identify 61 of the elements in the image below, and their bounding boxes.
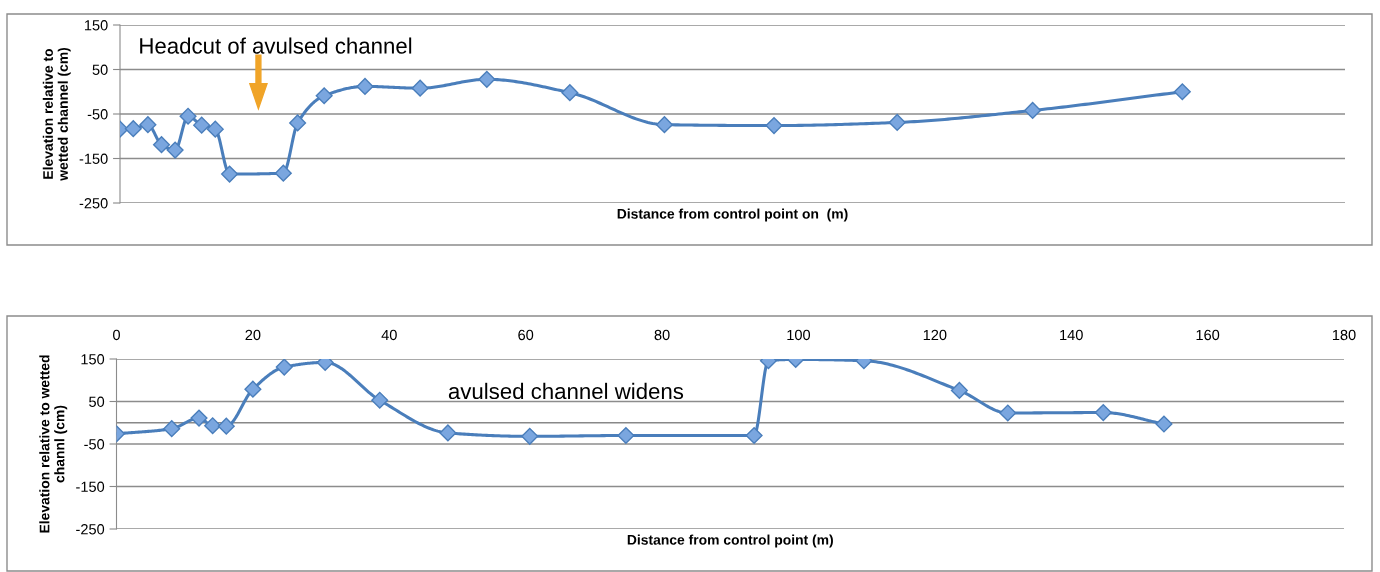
point: [999, 404, 1017, 422]
point: [139, 116, 157, 134]
point: [206, 120, 224, 138]
point: [221, 165, 239, 183]
point: [217, 417, 235, 435]
point: [179, 107, 197, 125]
point: [163, 420, 181, 438]
point: [745, 426, 763, 445]
point: [950, 381, 968, 400]
y-tick-label: -250: [79, 198, 108, 209]
point: [888, 113, 906, 132]
point: [204, 417, 222, 435]
x-tick-label: 40: [381, 329, 397, 341]
point: [193, 116, 211, 134]
y-axis-title: Elevation relative to wetted channel (cm): [42, 47, 71, 181]
x-axis-title: Distance from control point on (m): [617, 208, 848, 222]
x-tick-label: 180: [1332, 329, 1356, 341]
y-tick-label: 50: [92, 64, 108, 75]
point: [617, 426, 635, 445]
x-tick-label: 0: [113, 329, 120, 341]
x-tick-label: 100: [787, 329, 811, 341]
point: [166, 141, 184, 159]
point: [1024, 101, 1042, 119]
point: [1094, 403, 1112, 422]
point: [371, 391, 389, 409]
y-tick-label: 50: [89, 396, 105, 407]
x-tick-label: 120: [923, 329, 947, 341]
x-tick-label: 20: [245, 329, 261, 341]
point: [289, 114, 307, 132]
point: [152, 136, 171, 154]
point: [1173, 83, 1191, 101]
point: [244, 380, 262, 398]
point: [439, 424, 457, 442]
point: [765, 117, 783, 135]
y-tick-label: -50: [87, 109, 108, 120]
x-tick-label: 80: [654, 329, 670, 341]
x-tick-label: 60: [518, 329, 534, 341]
annotation: Headcut of avulsed channel: [140, 37, 412, 54]
x-tick-label: 140: [1060, 329, 1083, 341]
annotation: avulsed channel widens: [448, 382, 684, 400]
point: [274, 164, 292, 182]
point: [478, 70, 496, 88]
point: [275, 359, 293, 376]
point: [561, 84, 579, 102]
y-tick-label: 150: [81, 354, 105, 365]
x-axis-title: Distance from control point (m): [627, 534, 833, 548]
y-tick-label: 150: [84, 20, 108, 31]
point: [411, 79, 429, 97]
y-axis-title: Elevation relative to wetted channl (cm): [39, 355, 68, 533]
point: [315, 87, 333, 105]
point: [124, 120, 142, 138]
y-tick-label: -250: [76, 524, 105, 535]
y-tick-label: -50: [84, 439, 105, 450]
y-tick-label: -150: [79, 153, 108, 164]
point: [1155, 415, 1173, 433]
point: [655, 116, 673, 134]
y-tick-label: -150: [76, 481, 105, 492]
point: [356, 77, 374, 95]
point: [521, 427, 539, 445]
point: [190, 409, 208, 427]
x-tick-label: 160: [1196, 329, 1220, 341]
